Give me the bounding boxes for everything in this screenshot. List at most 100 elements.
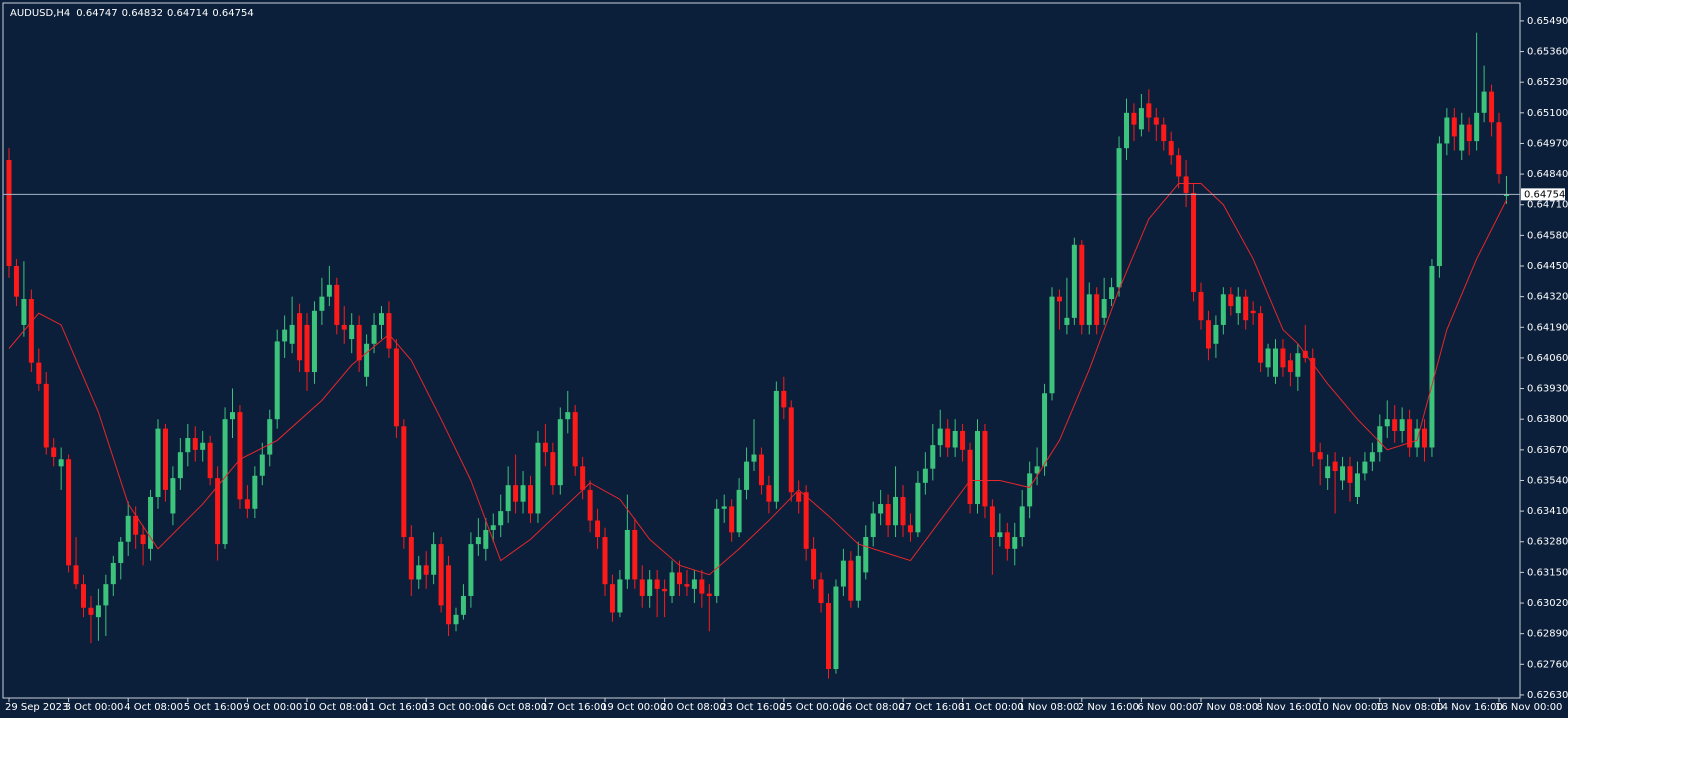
candle-body [408,537,414,580]
y-tick-label: 0.62760 [1527,659,1568,670]
candle-body [282,329,288,342]
candle-body [1071,244,1077,318]
candle-body [602,537,608,585]
x-tick-label: 19 Oct 00:00 [601,702,666,713]
candle-body [1444,117,1450,144]
candle-body [43,383,49,448]
candle-body [334,284,340,325]
candle-body [803,492,809,549]
candle-body [1377,426,1383,453]
candle-body [356,324,362,361]
candle-body [595,520,601,538]
candle-body [95,605,101,618]
candle-body [1474,112,1480,142]
candle-body [222,419,228,545]
candle-body [200,442,206,450]
candle-body [1004,532,1010,549]
candle-body [379,313,384,325]
candle-body [207,442,213,479]
y-tick-label: 0.65230 [1527,77,1568,88]
candle-body [542,442,548,453]
candle-body [1399,419,1405,431]
candle-body [319,296,325,311]
x-tick-label: 23 Oct 16:00 [720,702,785,713]
candle-body [289,324,295,344]
candle-body [170,478,176,514]
candle-body [624,529,630,580]
candle-body [766,485,772,502]
current-price-label: 0.64754 [1524,189,1565,200]
candle-body [885,504,891,526]
candle-body [483,529,489,549]
y-tick-label: 0.64970 [1527,138,1568,149]
candle-body [259,454,265,476]
candle-body [1481,91,1487,113]
candle-body [1451,117,1457,137]
candle-body [870,513,876,538]
y-tick-label: 0.64060 [1527,353,1568,364]
candle-body [662,588,668,592]
candle-body [51,447,57,457]
candle-body [945,428,951,448]
candle-body [907,525,913,533]
candle-body [915,482,921,533]
candle-body [513,485,519,502]
chart-title: AUDUSD,H4 [10,8,70,19]
y-tick-label: 0.63280 [1527,537,1568,548]
candle-body [669,572,675,596]
candle-body [1116,148,1122,288]
y-tick-label: 0.64190 [1527,322,1568,333]
candle-body [878,504,884,514]
candle-body [453,614,459,625]
x-tick-label: 3 Oct 00:00 [65,702,124,713]
candle-body [1243,296,1249,321]
candle-body [1265,348,1271,368]
candle-body [1436,143,1442,267]
candle-body [498,511,504,526]
candle-body [1176,155,1182,177]
candle-body [28,299,34,363]
candle-body [1056,296,1062,302]
candle-body [244,499,250,509]
candle-body [729,506,735,533]
x-tick-label: 26 Oct 08:00 [839,702,904,713]
candle-body [1295,353,1301,377]
candle-body [1354,473,1360,497]
candle-body [1168,141,1174,156]
candle-body [1198,291,1204,321]
candle-body [364,343,370,377]
candle-body [192,438,198,450]
x-tick-label: 9 Oct 00:00 [243,702,302,713]
candle-body [148,496,154,549]
candle-body [684,584,690,587]
candle-body [215,478,221,545]
y-tick-label: 0.63540 [1527,475,1568,486]
chart-background [0,0,1568,718]
candle-body [900,496,906,526]
candle-body [1027,473,1033,507]
header-ohlc-value: 0.64832 [122,8,163,19]
candle-body [140,534,146,545]
candle-body [311,310,317,373]
candle-body [1347,466,1353,483]
candle-body [1384,419,1390,427]
candle-body [1146,103,1152,118]
candle-body [930,445,936,469]
candle-body [36,362,42,384]
header-ohlc-value: 0.64714 [167,8,208,19]
candle-body [967,449,973,505]
candle-body [386,313,392,349]
candle-body [267,419,273,455]
candle-body [1049,296,1055,394]
candle-body [177,452,183,479]
candle-body [550,452,556,486]
candle-body [66,459,72,566]
x-tick-label: 16 Nov 00:00 [1495,702,1562,713]
candle-body [230,412,235,420]
candle-body [1205,320,1211,349]
candle-body [1094,294,1100,325]
candle-body [922,468,928,483]
candle-body [1012,537,1018,549]
candle-body [401,426,407,538]
